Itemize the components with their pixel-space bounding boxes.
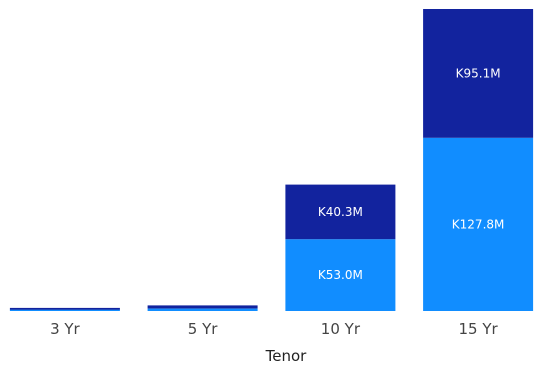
data-label-15-yr-s2: K95.1M [456,66,501,80]
data-label-10-yr-s2: K40.3M [318,205,363,219]
x-tick-label-5-yr: 5 Yr [188,320,218,338]
bar-segment-10-yr-s2[interactable] [285,184,396,240]
x-axis-ticks: 3 Yr 5 Yr 10 Yr 15 Yr [50,320,498,338]
bar-segment-5-yr-s2[interactable] [147,305,258,309]
bar-segment-10-yr-s1[interactable] [285,239,396,311]
bar-segment-15-yr-s2[interactable] [423,9,534,138]
data-label-10-yr-s1: K53.0M [318,268,363,282]
x-tick-label-3-yr: 3 Yr [50,320,80,338]
bar-segment-3-yr-s1[interactable] [9,309,120,311]
bar-segment-15-yr-s1[interactable] [423,137,534,311]
x-tick-label-15-yr: 15 Yr [459,320,499,338]
bars-layer [9,9,534,311]
x-axis-title: Tenor [265,347,308,365]
x-tick-label-10-yr: 10 Yr [321,320,361,338]
data-label-15-yr-s1: K127.8M [452,217,505,231]
data-labels-layer: K53.0M K40.3M K127.8M K95.1M [318,66,504,282]
bar-segment-5-yr-s1[interactable] [147,308,258,311]
bar-segment-3-yr-s2[interactable] [9,307,120,310]
